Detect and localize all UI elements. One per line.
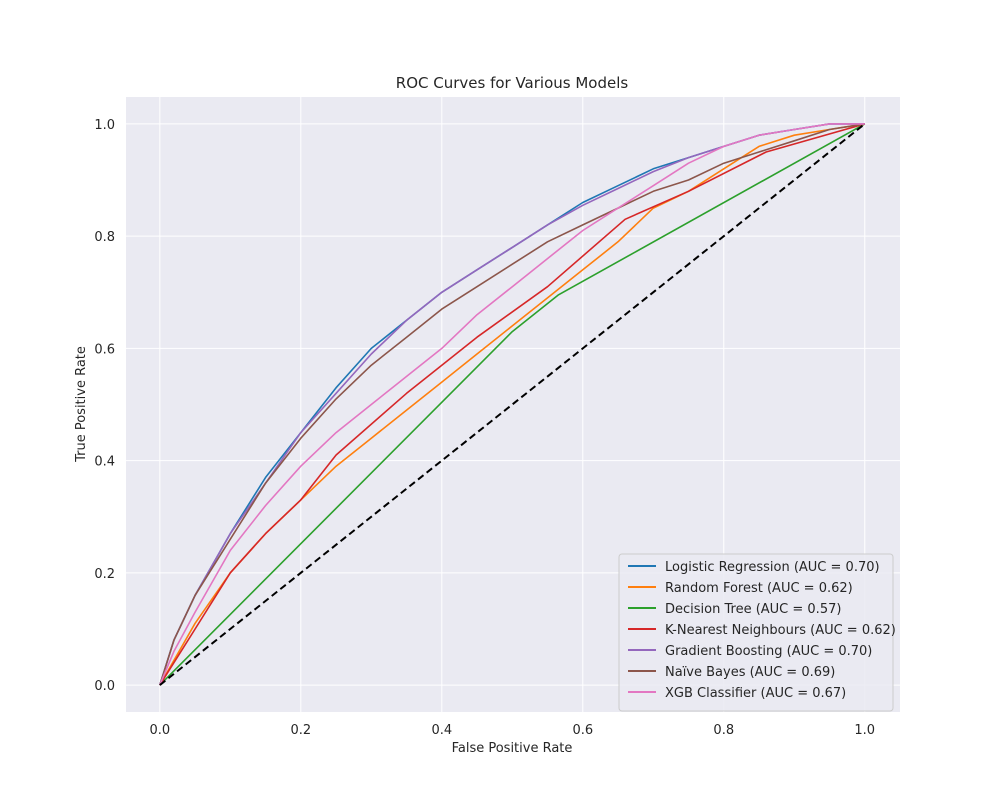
y-tick-label: 0.6 — [94, 342, 115, 357]
series-line-6 — [159, 123, 865, 686]
legend-label-1: Random Forest (AUC = 0.62) — [665, 581, 853, 596]
reference-diagonal-line — [159, 123, 866, 686]
y-tick-label: 1.0 — [94, 118, 115, 133]
x-tick-labels: 0.0 0.2 0.4 0.6 0.8 1.0 — [149, 723, 875, 738]
legend-label-3: K-Nearest Neighbours (AUC = 0.62) — [665, 623, 896, 638]
y-tick-label: 0.8 — [94, 230, 115, 245]
legend-label-4: Gradient Boosting (AUC = 0.70) — [665, 644, 872, 659]
x-tick-label: 0.4 — [431, 723, 452, 738]
x-tick-label: 0.0 — [149, 723, 170, 738]
legend: Logistic Regression (AUC = 0.70) Random F… — [618, 553, 896, 712]
legend-label-5: Naïve Bayes (AUC = 0.69) — [665, 665, 835, 680]
y-tick-label: 0.0 — [94, 679, 115, 694]
y-axis-label: True Positive Rate — [74, 346, 89, 463]
x-tick-label: 0.6 — [572, 723, 593, 738]
y-tick-label: 0.2 — [94, 567, 115, 582]
chart-title: ROC Curves for Various Models — [396, 74, 629, 92]
y-tick-label: 0.4 — [94, 455, 115, 470]
series-line-2 — [159, 123, 866, 686]
x-tick-label: 1.0 — [854, 723, 875, 738]
y-tick-labels: 0.0 0.2 0.4 0.6 0.8 1.0 — [94, 118, 115, 694]
x-tick-label: 0.8 — [713, 723, 734, 738]
legend-label-0: Logistic Regression (AUC = 0.70) — [665, 560, 880, 575]
legend-box — [618, 553, 894, 712]
series-lines — [159, 123, 866, 686]
series-line-5 — [159, 123, 865, 686]
series-line-3 — [159, 123, 866, 686]
legend-label-2: Decision Tree (AUC = 0.57) — [665, 602, 841, 617]
x-tick-label: 0.2 — [290, 723, 311, 738]
x-axis-label: False Positive Rate — [452, 741, 573, 756]
legend-label-6: XGB Classifier (AUC = 0.67) — [665, 686, 846, 701]
grid-lines — [126, 97, 900, 712]
